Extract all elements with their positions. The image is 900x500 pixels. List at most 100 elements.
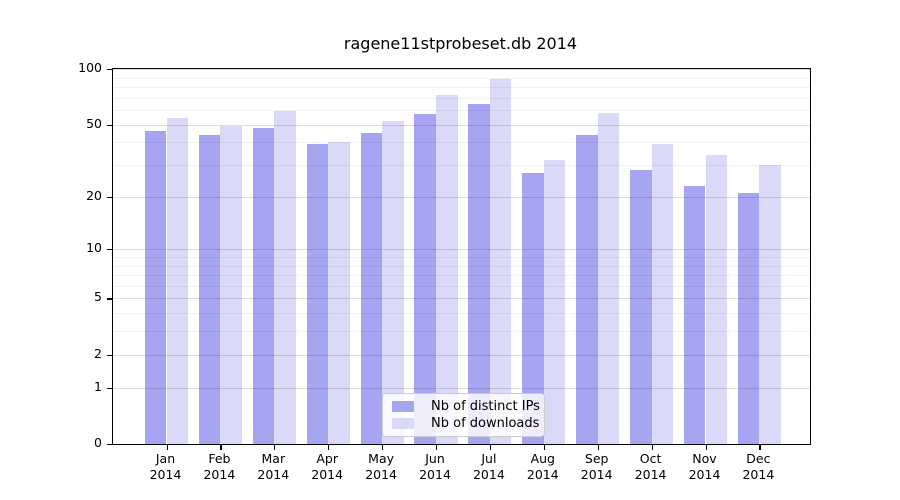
x-tick (651, 444, 653, 450)
x-tick-label-jun: Jun 2014 (405, 451, 465, 483)
x-tick (166, 444, 168, 450)
x-tick-month: May (368, 451, 395, 466)
x-tick-year: 2014 (311, 467, 344, 482)
x-tick-label-may: May 2014 (351, 451, 411, 483)
y-tick (107, 249, 113, 251)
x-tick-year: 2014 (634, 467, 667, 482)
x-tick-year: 2014 (149, 467, 182, 482)
legend: Nb of distinct IPs Nb of downloads (382, 393, 545, 437)
gridline-minor (113, 142, 810, 144)
y-tick-label: 1 (94, 378, 102, 394)
x-tick-year: 2014 (472, 467, 505, 482)
x-tick-year: 2014 (580, 467, 613, 482)
x-tick-label-oct: Oct 2014 (621, 451, 681, 483)
x-tick-label-dec: Dec 2014 (728, 451, 788, 483)
x-tick-label-sep: Sep 2014 (567, 451, 627, 483)
y-tick-label: 100 (78, 60, 102, 75)
gridline-major (113, 124, 810, 126)
bar-downloads-jun (436, 95, 458, 444)
x-tick-year: 2014 (688, 467, 721, 482)
bar-downloads-may (382, 121, 404, 444)
x-tick (274, 444, 276, 450)
x-tick-year: 2014 (742, 467, 775, 482)
x-tick-month: Nov (692, 451, 717, 466)
y-tick (107, 354, 113, 356)
x-tick (489, 444, 492, 450)
x-tick-label-jan: Jan 2014 (136, 451, 196, 483)
x-tick (220, 444, 222, 450)
bar-downloads-nov (705, 155, 728, 444)
x-tick-label-nov: Nov 2014 (675, 451, 735, 483)
x-tick-month: Mar (261, 451, 286, 466)
gridline-major (113, 354, 810, 356)
x-tick-label-apr: Apr 2014 (297, 451, 357, 483)
gridline-minor (113, 275, 810, 276)
bar-distinct-ips-jan (144, 131, 167, 444)
x-tick (543, 444, 545, 450)
gridline-minor (113, 331, 810, 333)
bar-distinct-ips-sep (576, 134, 598, 444)
bar-distinct-ips-feb (198, 134, 221, 444)
x-tick-year: 2014 (365, 467, 397, 482)
y-tick-label: 0 (94, 435, 102, 450)
gridline-minor (113, 165, 810, 166)
x-tick-month: Jan (155, 451, 176, 466)
legend-item: Nb of downloads (392, 415, 539, 432)
bar-distinct-ips-mar (252, 127, 275, 444)
bar-distinct-ips-oct (630, 170, 652, 444)
gridline-minor (113, 285, 810, 287)
y-tick-label: 10 (86, 240, 102, 256)
y-tick (107, 124, 113, 126)
bar-downloads-feb (220, 126, 242, 444)
bar-distinct-ips-jun (414, 114, 436, 444)
x-tick-month: Oct (639, 451, 662, 466)
bar-distinct-ips-may (360, 132, 383, 444)
gridline-minor (113, 256, 810, 258)
bar-distinct-ips-apr (306, 144, 329, 444)
bar-downloads-dec (759, 165, 781, 444)
gridline-major (113, 298, 810, 300)
x-tick (436, 444, 438, 450)
bar-distinct-ips-dec (737, 192, 760, 444)
y-tick (107, 444, 113, 446)
x-tick-label-aug: Aug 2014 (513, 451, 573, 483)
gridline-minor (113, 265, 810, 267)
chart-title: ragene11stprobeset.db 2014 (343, 34, 578, 53)
y-tick-label: 2 (94, 345, 102, 361)
legend-swatch-downloads (392, 418, 414, 429)
bar-downloads-jul (489, 79, 512, 444)
gridline-minor (113, 77, 810, 79)
bar-downloads-sep (597, 112, 620, 444)
gridline-major (113, 249, 810, 251)
x-tick-year: 2014 (203, 467, 236, 482)
x-tick-year: 2014 (419, 467, 451, 482)
bar-downloads-apr (328, 142, 350, 444)
y-tick (107, 69, 113, 71)
bar-downloads-aug (543, 159, 566, 444)
legend-label: Nb of distinct IPs (431, 399, 540, 414)
gridline-minor (113, 313, 810, 315)
gridline-major (113, 69, 810, 70)
x-tick (328, 444, 330, 450)
bar-downloads-mar (274, 111, 296, 444)
x-tick-label-mar: Mar 2014 (243, 451, 303, 483)
x-tick-label-feb: Feb 2014 (189, 451, 249, 483)
x-tick-month: Jul (481, 451, 497, 466)
x-tick (759, 444, 761, 450)
x-tick-year: 2014 (526, 467, 559, 482)
legend-item: Nb of distinct IPs (392, 398, 540, 415)
y-tick (107, 387, 113, 389)
gridline-minor (113, 86, 810, 88)
gridline-major (113, 196, 810, 198)
x-tick-year: 2014 (257, 467, 290, 482)
bar-distinct-ips-jul (468, 103, 490, 444)
x-tick (597, 444, 599, 450)
y-tick-label: 5 (94, 289, 102, 305)
y-tick (107, 298, 113, 300)
x-tick (382, 444, 384, 450)
x-tick-month: Aug (530, 451, 555, 466)
legend-swatch-distinct-ips (392, 401, 414, 412)
bar-distinct-ips-nov (683, 185, 706, 444)
y-tick-label: 20 (86, 187, 102, 203)
